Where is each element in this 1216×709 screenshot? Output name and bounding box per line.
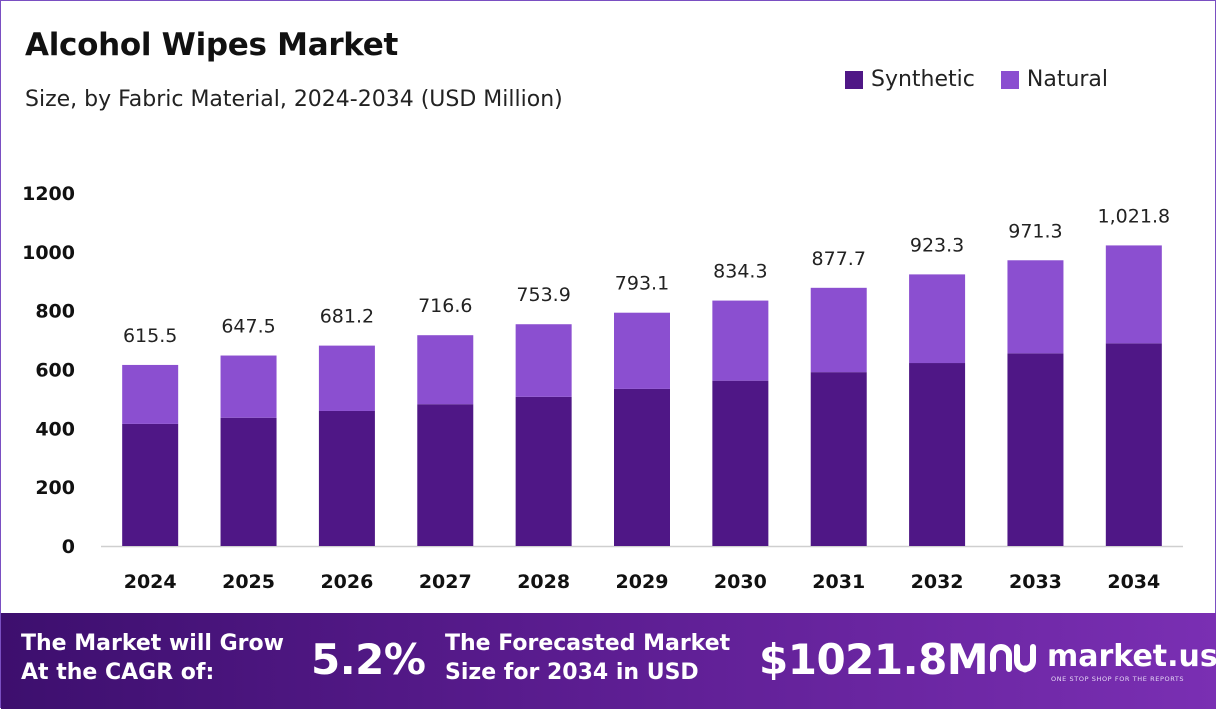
x-tick-label-2026: 2026 (320, 571, 373, 593)
total-label-2032: 923.3 (910, 234, 964, 256)
legend-swatch-synthetic (845, 70, 863, 89)
bar-synthetic-2032 (909, 363, 966, 546)
forecast-label: The Forecasted Market Size for 2034 in U… (445, 631, 731, 685)
chart-legend: Synthetic Natural (845, 67, 1134, 92)
x-tick-label-2025: 2025 (222, 571, 275, 593)
total-label-2033: 971.3 (1008, 220, 1062, 242)
forecast-value: $1021.8M (759, 635, 989, 684)
x-tick-label-2029: 2029 (616, 571, 669, 593)
bar-synthetic-2028 (515, 396, 572, 546)
x-tick-label-2034: 2034 (1107, 571, 1160, 593)
marketus-logo-icon (990, 644, 1036, 673)
bar-natural-2032 (909, 274, 966, 364)
bar-natural-2034 (1105, 245, 1162, 344)
marketus-logo[interactable]: market.us (989, 639, 1216, 675)
footer-banner: The Market will Grow At the CAGR of: 5.2… (1, 613, 1216, 709)
x-tick-label-2030: 2030 (714, 571, 767, 593)
total-label-2025: 647.5 (221, 316, 275, 338)
total-label-2027: 716.6 (418, 295, 472, 317)
total-label-2030: 834.3 (713, 261, 767, 283)
cagr-value: 5.2% (311, 635, 426, 684)
y-tick-label: 200 (35, 477, 75, 499)
total-label-2029: 793.1 (615, 273, 669, 295)
logo-tagline: ONE STOP SHOP FOR THE REPORTS (1051, 675, 1185, 683)
x-tick-label-2024: 2024 (124, 571, 177, 593)
bar-synthetic-2030 (712, 380, 769, 546)
bar-synthetic-2029 (614, 388, 670, 546)
legend-item-synthetic: Synthetic (845, 67, 975, 92)
legend-label-natural: Natural (1026, 67, 1109, 92)
x-tick-label-2032: 2032 (911, 571, 964, 593)
total-label-2031: 877.7 (812, 248, 866, 270)
bar-natural-2028 (515, 324, 572, 397)
cagr-label: The Market will Grow At the CAGR of: (21, 631, 284, 685)
chart-subtitle: Size, by Fabric Material, 2024-2034 (USD… (25, 87, 563, 112)
x-tick-label-2033: 2033 (1009, 571, 1062, 593)
bar-natural-2031 (810, 287, 867, 373)
bar-natural-2025 (220, 355, 277, 418)
legend-label-synthetic: Synthetic (871, 67, 975, 92)
y-tick-label: 1200 (22, 183, 75, 205)
bar-synthetic-2024 (122, 423, 179, 546)
bar-natural-2027 (417, 335, 474, 405)
total-label-2026: 681.2 (320, 306, 374, 328)
bar-synthetic-2025 (220, 417, 277, 546)
total-label-2028: 753.9 (516, 284, 570, 306)
bar-synthetic-2026 (318, 410, 375, 546)
y-tick-label: 600 (35, 360, 75, 382)
bar-natural-2033 (1007, 260, 1064, 354)
bar-natural-2030 (712, 300, 769, 381)
total-label-2024: 615.5 (123, 325, 177, 347)
legend-swatch-natural (1000, 70, 1019, 89)
logo-text: market.us (1047, 639, 1216, 674)
x-tick-label-2027: 2027 (419, 571, 472, 593)
bar-natural-2029 (614, 312, 670, 389)
x-tick-label-2031: 2031 (812, 571, 865, 593)
chart-title: Alcohol Wipes Market (25, 27, 399, 63)
x-tick-label-2028: 2028 (517, 571, 570, 593)
bar-synthetic-2027 (417, 404, 474, 546)
stacked-bar-chart: 0 200 400 600 800 1000 1200 615.5 2024 647.5 2025 6… (22, 183, 1183, 593)
y-tick-label: 400 (35, 418, 75, 440)
bar-synthetic-2034 (1105, 343, 1162, 546)
legend-item-natural: Natural (1000, 67, 1109, 92)
y-tick-label: 1000 (22, 242, 75, 264)
bar-synthetic-2031 (810, 372, 867, 546)
bar-synthetic-2033 (1007, 353, 1064, 546)
total-label-2034: 1,021.8 (1098, 205, 1171, 227)
y-tick-label: 800 (35, 301, 75, 323)
bar-natural-2026 (318, 345, 375, 411)
bar-natural-2024 (122, 364, 179, 424)
y-tick-label: 0 (62, 536, 75, 558)
